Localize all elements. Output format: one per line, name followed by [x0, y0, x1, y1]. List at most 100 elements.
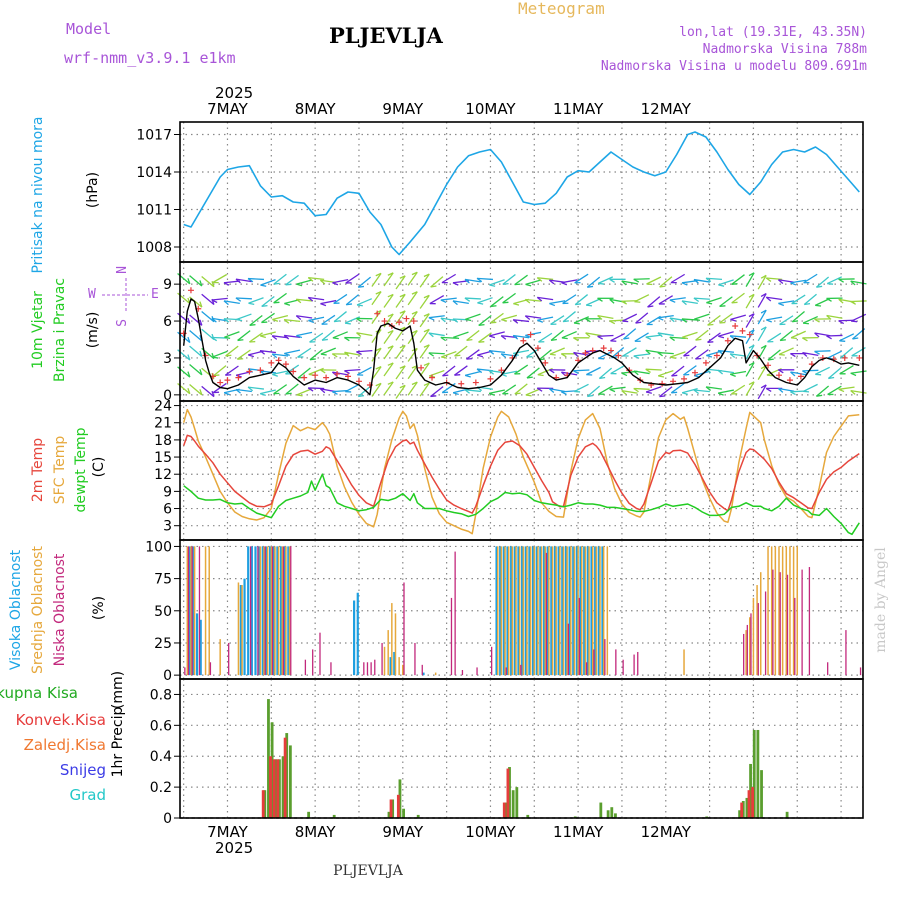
wind-arrow [717, 349, 735, 355]
wind-arrow-head [344, 337, 350, 342]
wind-arrow [538, 349, 552, 361]
convective-precip-bar [751, 787, 755, 818]
wind-arrow [502, 384, 517, 395]
wind-arrow-head [657, 317, 664, 321]
wind-arrow-head [411, 381, 418, 386]
wind-arrow [309, 349, 323, 361]
legend-hail: Grad [69, 786, 106, 804]
wind-arrow-shaft [585, 298, 602, 306]
wind-arrow-shaft [693, 297, 710, 300]
wind-arrow [490, 296, 504, 308]
total-precip-bar [749, 763, 752, 818]
legend-total-rain: Ukupna Kisa [0, 684, 78, 702]
wind-arrow-head [777, 279, 784, 284]
wind-arrow [308, 316, 325, 324]
wind-arrow-head [729, 373, 736, 377]
wind-arrow-shaft [285, 383, 299, 395]
wind-arrow-head [658, 375, 665, 378]
wind-arrow [371, 291, 382, 306]
wind-arrow-head [705, 386, 712, 392]
wind-arrow-shaft [779, 315, 794, 326]
wind-arrow-head [502, 392, 509, 395]
wind-arrow-shaft [357, 276, 372, 288]
wind-arrow-shaft [273, 273, 287, 285]
wind-arrow [476, 277, 494, 283]
wind-arrow-head [356, 351, 362, 355]
wind-arrow-head [490, 321, 497, 324]
wind-ylabel-2: Brzina i Pravac [52, 278, 68, 382]
wind-arrow-shaft [285, 274, 299, 286]
wind-arrow-head [790, 371, 796, 377]
wind-arrow-head [272, 373, 279, 377]
wind-arrow [659, 386, 673, 398]
gust-marker [534, 345, 541, 352]
wind-arrow [454, 365, 468, 376]
wind-arrow-shaft [573, 369, 590, 372]
wind-arrow [609, 386, 626, 393]
wind-arrow-shaft [757, 309, 767, 325]
total-precip-bar [511, 790, 515, 818]
wind-arrow-head [658, 303, 665, 305]
wind-arrow [345, 294, 360, 306]
wind-arrow [407, 271, 418, 286]
wind-arrow [273, 292, 287, 304]
wind-arrow [707, 314, 721, 326]
wind-arrow-shaft [428, 315, 445, 319]
y-tick-label: 0 [163, 668, 172, 684]
gust-marker [323, 374, 330, 381]
wind-arrow-shaft [671, 365, 685, 377]
wind-arrow [357, 366, 372, 376]
wind-arrow-shaft [224, 365, 239, 376]
wind-arrow [778, 347, 794, 356]
total-precip-bar [614, 813, 617, 818]
gust-marker [410, 318, 417, 325]
wind-arrow-head [669, 336, 675, 342]
wind-arrow-head [681, 392, 688, 395]
wind-arrow [407, 291, 418, 306]
wind-arrow [635, 312, 649, 324]
wind-arrow-head [476, 368, 483, 374]
precip-ylabel: 1hr Precip [110, 707, 126, 778]
wind-arrow-head [693, 279, 699, 284]
wind-arrow-shaft [189, 384, 203, 396]
wind-arrow [681, 388, 698, 395]
wind-arrow-head [199, 369, 203, 376]
wind-arrow-shaft [296, 388, 312, 396]
wind-arrow [731, 274, 745, 285]
wind-arrow-head [683, 354, 690, 357]
wind-arrow-shaft [635, 312, 649, 324]
wind-arrow-shaft [670, 351, 686, 358]
wind-arrow-head [295, 298, 302, 304]
total-precip-bar [391, 799, 395, 818]
wind-arrow-head [296, 335, 303, 339]
wind-arrow-head [428, 352, 435, 357]
wind-arrow [597, 297, 614, 302]
wind-arrow-shaft [452, 300, 469, 304]
wind-arrow-head [429, 302, 436, 305]
wind-arrow [502, 292, 516, 304]
wind-arrow [307, 387, 325, 392]
wind-arrow-head [706, 301, 713, 305]
gust-marker [396, 319, 403, 326]
wind-arrow-head [411, 330, 418, 334]
wind-arrow-head [489, 335, 496, 339]
wind-arrow-head [223, 392, 230, 396]
wind-arrow-shaft [634, 332, 649, 342]
wind-arrow-shaft [419, 273, 430, 288]
wind-arrow-shaft [766, 296, 783, 301]
panel-frame [179, 678, 864, 819]
wind-arrow-head [249, 340, 256, 343]
wind-arrow [441, 350, 457, 359]
wind-arrow-head [430, 285, 437, 288]
convective-precip-bar [502, 802, 506, 818]
wind-arrow-shaft [419, 328, 430, 343]
wind-arrow-head [760, 344, 767, 349]
wind-arrow-shaft [622, 313, 638, 322]
wind-arrow-head [387, 381, 394, 385]
wind-arrow [419, 313, 430, 328]
wind-arrow [464, 297, 481, 302]
wind-arrow [454, 345, 468, 357]
wind-arrow [488, 389, 505, 396]
wind-arrow-shaft [502, 292, 516, 304]
total-precip-bar [610, 807, 614, 818]
